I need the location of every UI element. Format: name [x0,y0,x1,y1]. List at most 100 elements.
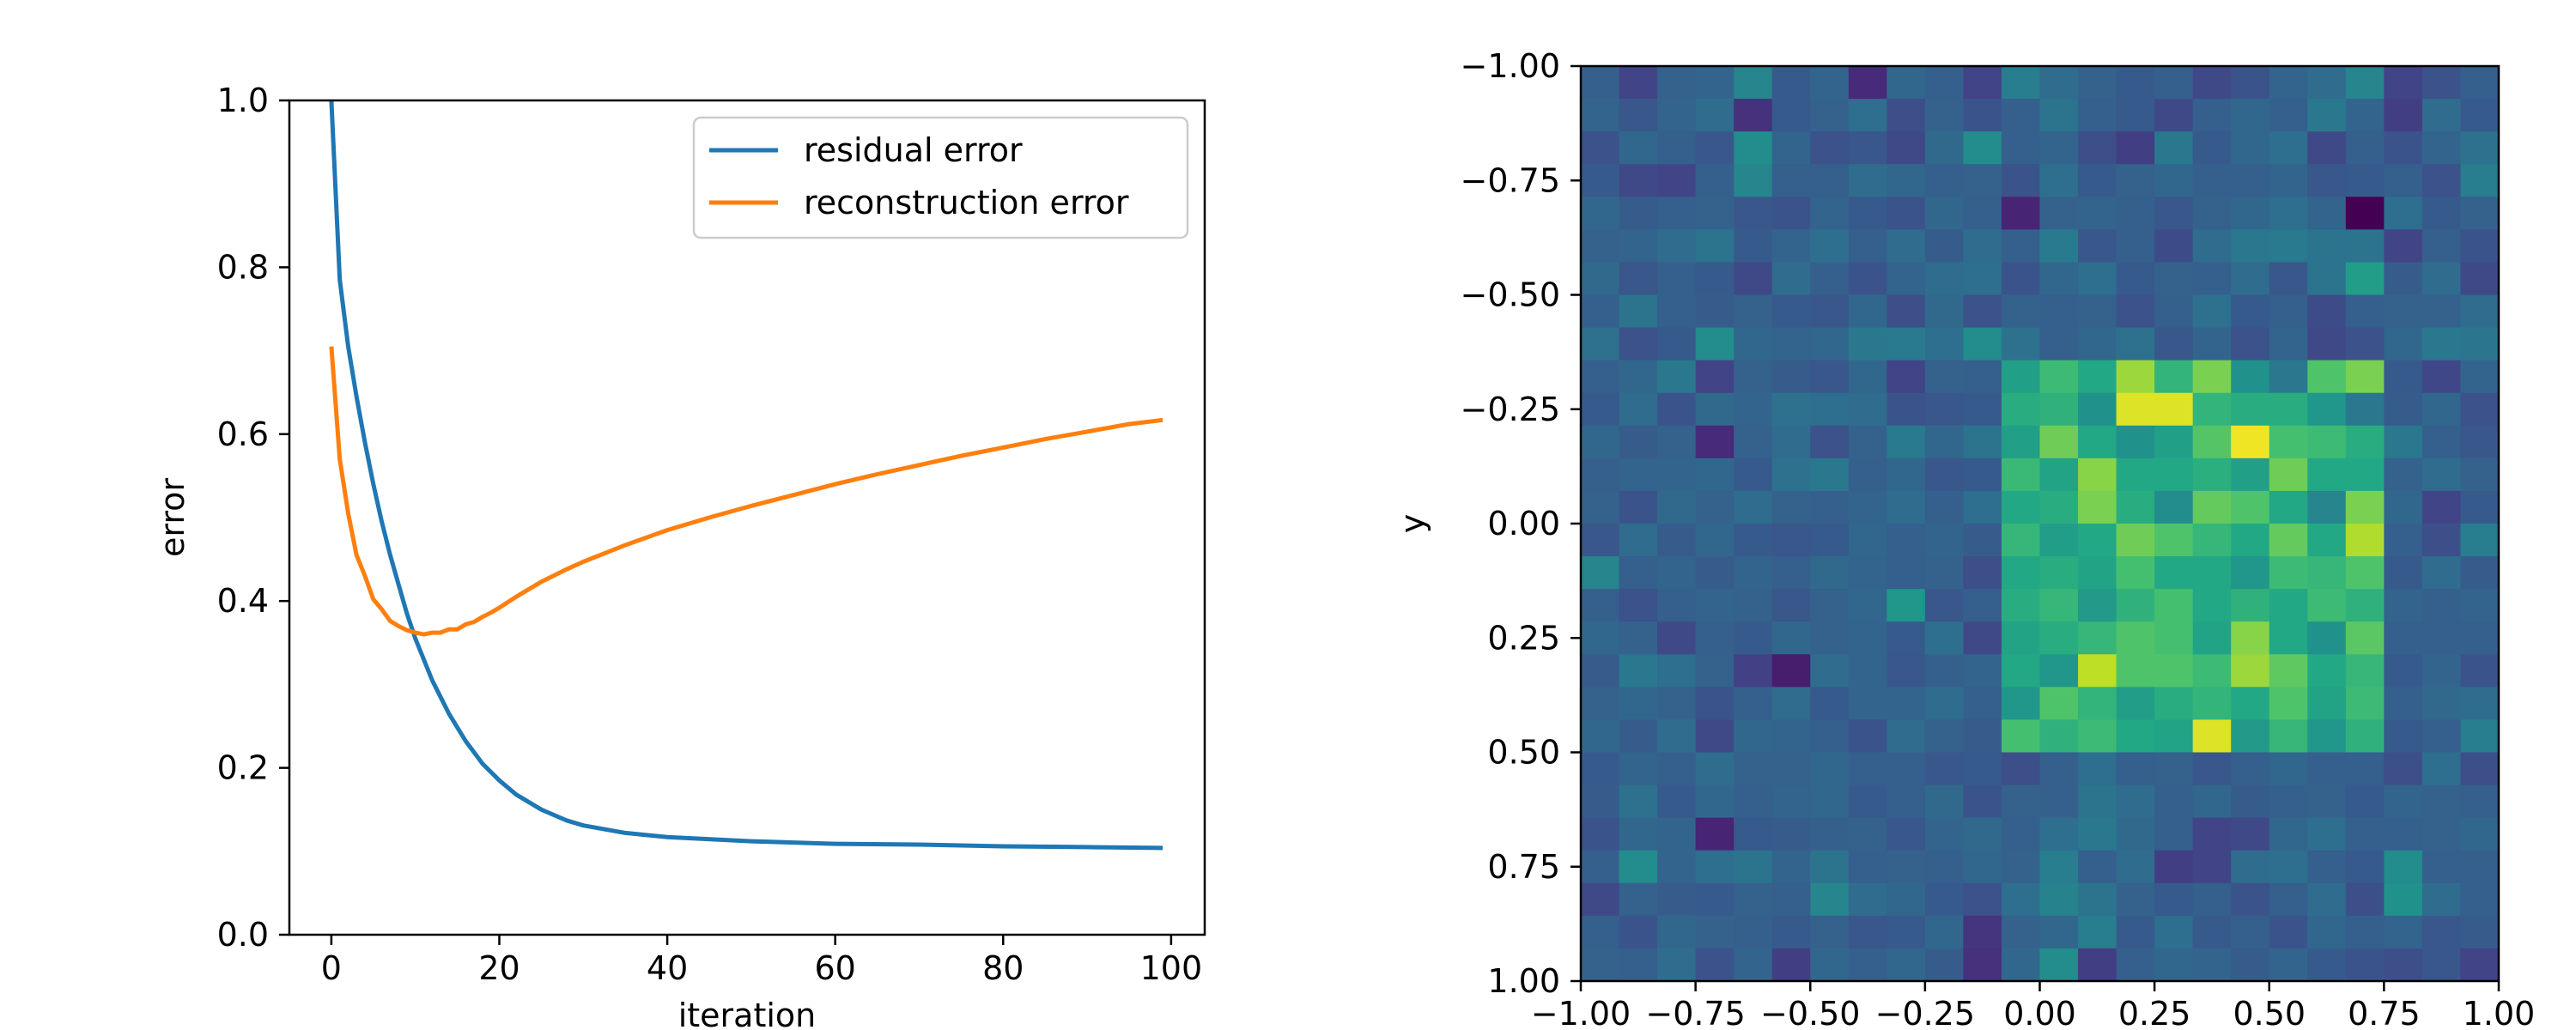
heatmap-cell [2231,589,2270,622]
heatmap-cell [1924,294,1965,329]
heatmap-cell [2116,785,2155,819]
heatmap-cell [2116,817,2155,851]
heatmap-cell [1848,425,1887,459]
heatmap-cell [2384,948,2423,982]
heatmap-cell [1886,785,1926,819]
heatmap-cell [1695,556,1735,590]
heatmap-cell [2269,164,2308,197]
heatmap-cell [2421,621,2462,655]
heatmap-cell [1886,229,1926,264]
heatmap-cell [2384,66,2423,100]
heatmap-cell [1734,719,1773,754]
heatmap-cell [2231,785,2270,819]
heatmap-cell [2384,392,2423,427]
heatmap-cell [2384,719,2423,754]
heatmap-cell [2078,229,2117,264]
heatmap-cell [1734,915,1773,949]
heatmap-cell [2154,294,2194,329]
heatmap-cell [1963,654,2002,688]
x-tick-label: 0.00 [2003,995,2076,1030]
heatmap-cell [1695,360,1735,394]
heatmap-cell [1963,131,2002,165]
heatmap-cell [1963,490,2002,524]
heatmap-cell [2307,752,2347,786]
heatmap-cell [2116,915,2155,949]
heatmap-cell [2154,131,2194,165]
y-tick-label: 1.00 [1487,962,1560,1000]
heatmap-cell [1963,425,2002,459]
heatmap-cell [2116,425,2155,459]
heatmap-cell [2078,392,2117,427]
heatmap-cell [2039,556,2079,590]
heatmap-cell [1581,817,1620,851]
heatmap-cell [2116,294,2155,329]
heatmap-cell [1810,164,1850,197]
heatmap-cell [2384,164,2423,197]
heatmap-cell [1581,294,1620,329]
heatmap-cell [2269,197,2308,230]
heatmap-cell [2307,360,2347,394]
heatmap-cell [1734,490,1773,524]
heatmap-cell [2307,392,2347,427]
heatmap-cell [1924,262,1965,296]
heatmap-cell [2269,719,2308,754]
heatmap-cell [2039,817,2079,851]
heatmap-cell [1619,327,1658,361]
x-tick-label: 0.50 [2233,995,2306,1030]
heatmap-cell [2001,948,2041,982]
heatmap-cell [1886,457,1926,492]
heatmap-cell [2231,556,2270,590]
heatmap-cell [1886,66,1926,100]
heatmap-cell [2269,882,2308,917]
heatmap-cell [2001,752,2041,786]
heatmap-cell [1848,229,1887,264]
heatmap-cell [1695,229,1735,264]
heatmap-cell [2231,99,2270,132]
heatmap-cell [2421,719,2462,754]
heatmap-cell [1963,327,2002,361]
heatmap-cell [2192,524,2232,557]
heatmap-cell [2269,785,2308,819]
heatmap-cell [1810,490,1850,524]
heatmap-cell [1810,294,1850,329]
heatmap-cell [2078,882,2117,917]
heatmap-cell [2460,197,2500,230]
heatmap-cell [2192,719,2232,754]
heatmap-cell [2460,490,2500,524]
heatmap-cell [1771,490,1811,524]
heatmap-cell [2460,556,2500,590]
heatmap-cell [1771,817,1811,851]
x-tick-label: 40 [647,949,688,987]
heatmap-cell [2154,556,2194,590]
x-tick-label: 0.25 [2118,995,2191,1030]
x-tick-label: 0 [321,949,342,987]
heatmap-cell [1657,457,1697,492]
heatmap-cell [1848,654,1887,688]
heatmap-cell [1886,164,1926,197]
heatmap-cell [2001,687,2041,721]
heatmap-cell [2421,785,2462,819]
heatmap-cell [1619,66,1658,100]
heatmap-cell [1963,229,2002,264]
heatmap-cell [1581,262,1620,296]
heatmap-cell [2231,524,2270,557]
heatmap-cell [2384,524,2423,557]
heatmap-cell [1848,294,1887,329]
heatmap-cell [1771,654,1811,688]
heatmap-cell [1886,687,1926,721]
heatmap-cell [2421,229,2462,264]
heatmap-cell [1619,785,1658,819]
heatmap-cell [2421,164,2462,197]
heatmap-cell [1657,785,1697,819]
heatmap-cell [2231,850,2270,884]
heatmap-cell [1924,197,1965,230]
heatmap-cell [2001,327,2041,361]
heatmap-cell [1581,524,1620,557]
heatmap-cell [2001,524,2041,557]
heatmap-cell [1695,687,1735,721]
heatmap-cell [2384,687,2423,721]
heatmap-cell [2231,882,2270,917]
heatmap-cell [1810,817,1850,851]
legend-label-0: residual error [804,131,1023,169]
